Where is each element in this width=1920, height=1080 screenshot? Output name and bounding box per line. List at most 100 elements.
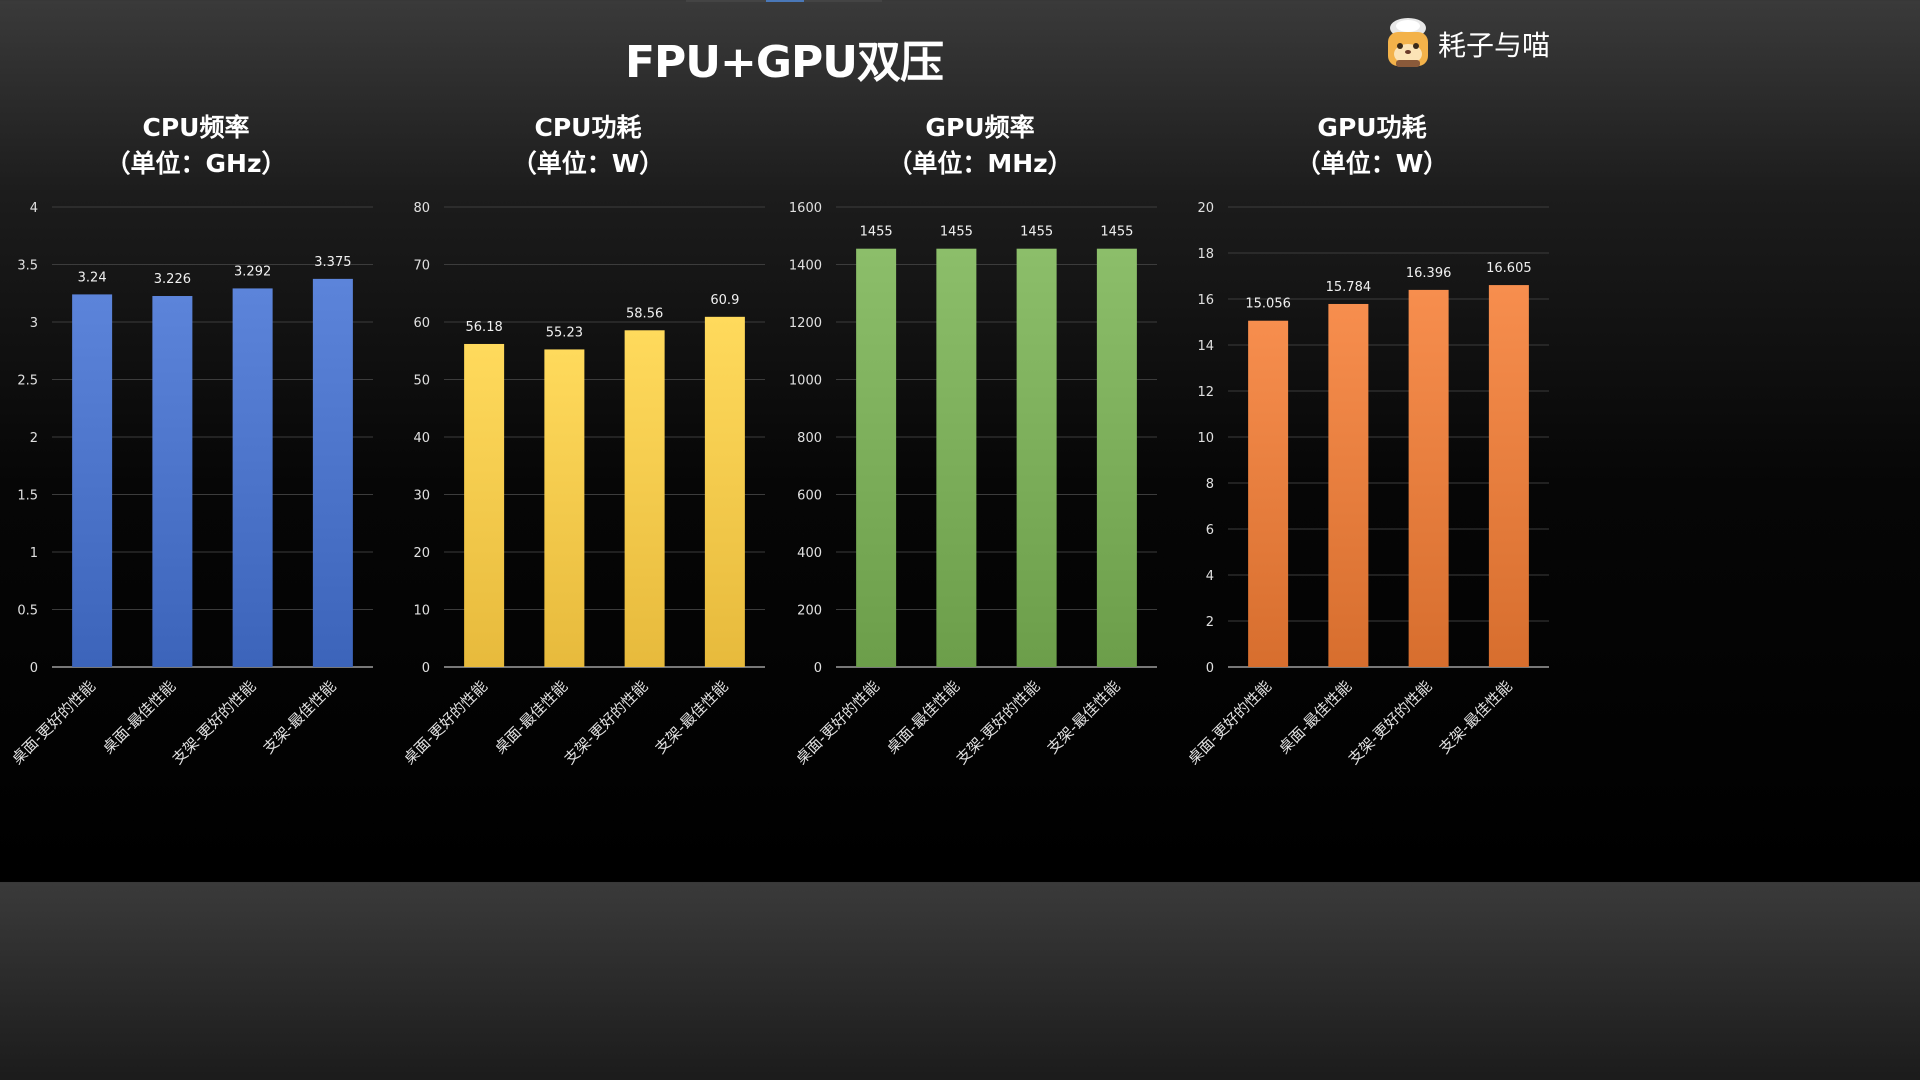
y-tick-label: 1000 (789, 374, 822, 389)
y-tick-label: 4 (30, 201, 38, 216)
y-tick-label: 0 (30, 661, 38, 676)
y-tick-label: 3.5 (17, 259, 38, 274)
data-label: 3.292 (234, 264, 271, 279)
x-tick-label: 支架-更好的性能 (561, 677, 652, 768)
x-tick-label: 桌面-最佳性能 (1275, 677, 1355, 757)
chart-subtitle-text: （单位：W） (1295, 149, 1449, 178)
brand-logo: 耗子与喵 (1382, 14, 1562, 74)
y-tick-label: 20 (413, 546, 430, 561)
x-tick-label: 支架-最佳性能 (260, 677, 340, 757)
charts-canvas: 0 0.5 1 1.5 2 2.5 3 3.5 4 3.24 桌面-更好的性能 3.226 桌面-最佳性… (8, 201, 1549, 768)
y-tick-label: 30 (413, 489, 430, 504)
chart-subtitle-text: （单位：GHz） (105, 149, 287, 178)
y-tick-label: 400 (797, 546, 822, 561)
data-label: 56.18 (466, 320, 503, 335)
brand-name: 耗子与喵 (1438, 29, 1551, 62)
data-label: 60.9 (710, 293, 739, 308)
y-tick-label: 2 (1206, 615, 1214, 630)
data-label: 3.375 (314, 255, 351, 270)
bar-gpu-frequency (856, 248, 897, 667)
data-label: 3.226 (154, 272, 191, 287)
y-tick-label: 4 (1206, 569, 1214, 584)
x-tick-label: 桌面-更好的性能 (8, 677, 99, 768)
y-tick-label: 10 (413, 604, 430, 619)
chart-title-text: GPU功耗 (1317, 113, 1427, 142)
data-label: 16.605 (1486, 261, 1532, 276)
bar-cpu-power (624, 330, 665, 667)
page-title: FPU+GPU双压 (625, 37, 944, 88)
chart-title-gpu-frequency: GPU频率 （单位：MHz） (832, 110, 1128, 182)
data-label: 1455 (940, 225, 973, 240)
cat-mascot-icon (1388, 18, 1428, 67)
y-tick-label: 0 (814, 661, 822, 676)
bar-gpu-power (1408, 289, 1449, 667)
y-tick-label: 2.5 (17, 374, 38, 389)
y-tick-label: 20 (1197, 201, 1214, 216)
y-tick-label: 18 (1197, 247, 1214, 262)
chart-title-gpu-power: GPU功耗 （单位：W） (1224, 110, 1520, 182)
y-tick-label: 16 (1197, 293, 1214, 308)
data-label: 55.23 (546, 325, 583, 340)
chart-title-cpu-power: CPU功耗 （单位：W） (440, 110, 736, 182)
y-tick-label: 6 (1206, 523, 1214, 538)
x-tick-label: 桌面-更好的性能 (1184, 677, 1275, 768)
chart-subtitle-text: （单位：MHz） (887, 149, 1073, 178)
y-tick-label: 200 (797, 604, 822, 619)
bar-gpu-frequency (936, 248, 977, 667)
data-label: 1455 (1020, 225, 1053, 240)
bar-cpu-frequency (232, 288, 273, 667)
y-tick-label: 600 (797, 489, 822, 504)
bar-gpu-power (1248, 320, 1289, 667)
y-tick-label: 14 (1197, 339, 1214, 354)
x-tick-label: 支架-更好的性能 (169, 677, 260, 768)
top-strip-accent (766, 0, 804, 2)
y-tick-label: 2 (30, 431, 38, 446)
y-tick-label: 800 (797, 431, 822, 446)
x-tick-label: 支架-更好的性能 (953, 677, 1044, 768)
chart-cpu-power: 0 10 20 30 40 50 60 70 80 56.18 桌面-更好的性能 55.23 桌面-最佳… (400, 201, 765, 768)
x-tick-label: 桌面-最佳性能 (99, 677, 179, 757)
x-tick-label: 桌面-更好的性能 (792, 677, 883, 768)
y-tick-label: 12 (1197, 385, 1214, 400)
x-tick-label: 桌面-最佳性能 (883, 677, 963, 757)
data-label: 15.056 (1245, 297, 1291, 312)
y-tick-label: 0 (1206, 661, 1214, 676)
data-label: 1455 (860, 225, 893, 240)
bar-cpu-power (704, 316, 745, 667)
bar-cpu-frequency (152, 296, 193, 667)
y-tick-label: 0.5 (17, 604, 38, 619)
y-tick-label: 1 (30, 546, 38, 561)
y-tick-label: 3 (30, 316, 38, 331)
x-tick-label: 支架-更好的性能 (1345, 677, 1436, 768)
bar-gpu-frequency (1016, 248, 1057, 667)
chart-gpu-power: 0 2 4 6 8 10 12 14 16 18 20 15.056 桌面-更好的性能 15.784 桌面-… (1184, 201, 1549, 768)
chart-cpu-frequency: 0 0.5 1 1.5 2 2.5 3 3.5 4 3.24 桌面-更好的性能 3.226 桌面-最佳性… (8, 201, 373, 768)
chart-gpu-frequency: 0 200 400 600 800 1000 1200 1400 1600 1455 桌面-更好的性… (789, 201, 1157, 768)
data-label: 16.396 (1406, 266, 1452, 281)
x-tick-label: 桌面-最佳性能 (491, 677, 571, 757)
bar-cpu-power (464, 343, 505, 667)
data-label: 3.24 (78, 270, 107, 285)
y-tick-label: 1200 (789, 316, 822, 331)
data-label: 58.56 (626, 306, 663, 321)
bar-cpu-power (544, 349, 585, 667)
x-tick-label: 支架-最佳性能 (1436, 677, 1516, 757)
chart-title-text: GPU频率 (925, 113, 1035, 142)
bar-cpu-frequency (312, 278, 353, 667)
y-tick-label: 1.5 (17, 489, 38, 504)
y-tick-label: 70 (413, 259, 430, 274)
y-tick-label: 60 (413, 316, 430, 331)
y-tick-label: 40 (413, 431, 430, 446)
bar-gpu-power (1488, 285, 1529, 667)
data-label: 15.784 (1326, 280, 1372, 295)
y-tick-label: 1400 (789, 259, 822, 274)
y-tick-label: 8 (1206, 477, 1214, 492)
bar-cpu-frequency (72, 294, 113, 667)
y-tick-label: 10 (1197, 431, 1214, 446)
data-label: 1455 (1100, 225, 1133, 240)
chart-subtitle-text: （单位：W） (511, 149, 665, 178)
y-tick-label: 50 (413, 374, 430, 389)
x-tick-label: 支架-最佳性能 (1044, 677, 1124, 757)
chart-title-text: CPU功耗 (534, 113, 642, 142)
bar-gpu-power (1328, 303, 1369, 667)
